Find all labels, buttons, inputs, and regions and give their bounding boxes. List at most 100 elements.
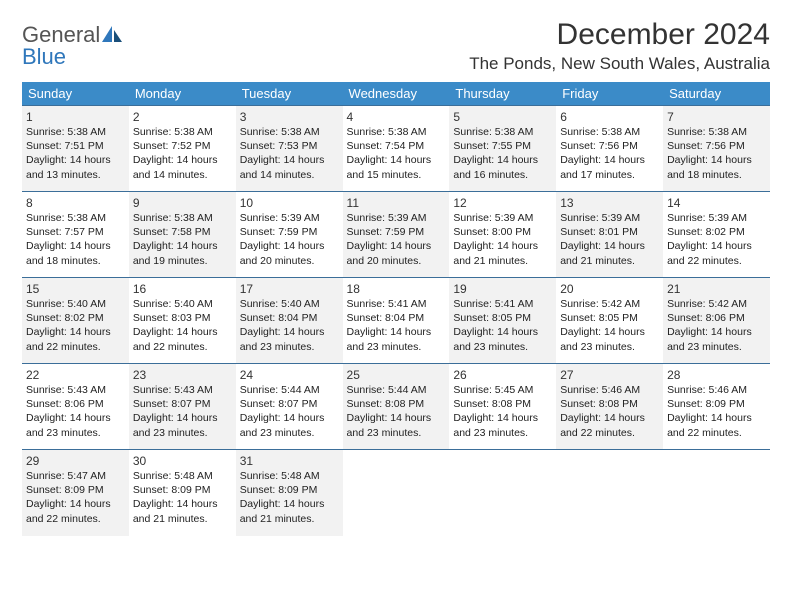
calendar-cell: 26Sunrise: 5:45 AMSunset: 8:08 PMDayligh…: [449, 364, 556, 450]
weekday-header: Monday: [129, 82, 236, 106]
day-number: 4: [347, 108, 446, 125]
weekday-header-row: Sunday Monday Tuesday Wednesday Thursday…: [22, 82, 770, 106]
day-info: Sunrise: 5:38 AMSunset: 7:56 PMDaylight:…: [667, 125, 766, 182]
day-info: Sunrise: 5:42 AMSunset: 8:05 PMDaylight:…: [560, 297, 659, 354]
day-info: Sunrise: 5:38 AMSunset: 7:57 PMDaylight:…: [26, 211, 125, 268]
day-info: Sunrise: 5:46 AMSunset: 8:09 PMDaylight:…: [667, 383, 766, 440]
calendar-cell: 9Sunrise: 5:38 AMSunset: 7:58 PMDaylight…: [129, 192, 236, 278]
weekday-header: Saturday: [663, 82, 770, 106]
day-number: 6: [560, 108, 659, 125]
logo-word-2: Blue: [22, 44, 66, 69]
weekday-header: Tuesday: [236, 82, 343, 106]
calendar-cell: 5Sunrise: 5:38 AMSunset: 7:55 PMDaylight…: [449, 106, 556, 192]
day-number: 25: [347, 366, 446, 383]
month-title: December 2024: [469, 18, 770, 52]
location-subtitle: The Ponds, New South Wales, Australia: [469, 54, 770, 74]
day-number: 27: [560, 366, 659, 383]
calendar-cell: 10Sunrise: 5:39 AMSunset: 7:59 PMDayligh…: [236, 192, 343, 278]
calendar-cell: 23Sunrise: 5:43 AMSunset: 8:07 PMDayligh…: [129, 364, 236, 450]
calendar-cell: 22Sunrise: 5:43 AMSunset: 8:06 PMDayligh…: [22, 364, 129, 450]
day-info: Sunrise: 5:48 AMSunset: 8:09 PMDaylight:…: [240, 469, 339, 526]
calendar-row: 8Sunrise: 5:38 AMSunset: 7:57 PMDaylight…: [22, 192, 770, 278]
calendar-cell: 1Sunrise: 5:38 AMSunset: 7:51 PMDaylight…: [22, 106, 129, 192]
calendar-cell: 2Sunrise: 5:38 AMSunset: 7:52 PMDaylight…: [129, 106, 236, 192]
calendar-cell: 30Sunrise: 5:48 AMSunset: 8:09 PMDayligh…: [129, 450, 236, 536]
day-info: Sunrise: 5:41 AMSunset: 8:04 PMDaylight:…: [347, 297, 446, 354]
day-number: 8: [26, 194, 125, 211]
day-info: Sunrise: 5:46 AMSunset: 8:08 PMDaylight:…: [560, 383, 659, 440]
calendar-cell: 3Sunrise: 5:38 AMSunset: 7:53 PMDaylight…: [236, 106, 343, 192]
day-number: 26: [453, 366, 552, 383]
day-number: 21: [667, 280, 766, 297]
day-number: 11: [347, 194, 446, 211]
day-number: 22: [26, 366, 125, 383]
day-info: Sunrise: 5:44 AMSunset: 8:07 PMDaylight:…: [240, 383, 339, 440]
day-info: Sunrise: 5:39 AMSunset: 8:01 PMDaylight:…: [560, 211, 659, 268]
day-number: 19: [453, 280, 552, 297]
calendar-cell: 14Sunrise: 5:39 AMSunset: 8:02 PMDayligh…: [663, 192, 770, 278]
calendar-page: General Blue December 2024 The Ponds, Ne…: [0, 0, 792, 536]
calendar-cell: 28Sunrise: 5:46 AMSunset: 8:09 PMDayligh…: [663, 364, 770, 450]
day-number: 29: [26, 452, 125, 469]
day-number: 30: [133, 452, 232, 469]
day-info: Sunrise: 5:44 AMSunset: 8:08 PMDaylight:…: [347, 383, 446, 440]
day-info: Sunrise: 5:47 AMSunset: 8:09 PMDaylight:…: [26, 469, 125, 526]
weekday-header: Wednesday: [343, 82, 450, 106]
weekday-header: Friday: [556, 82, 663, 106]
day-number: 15: [26, 280, 125, 297]
day-number: 24: [240, 366, 339, 383]
day-number: 17: [240, 280, 339, 297]
day-number: 23: [133, 366, 232, 383]
logo: General Blue: [22, 24, 124, 68]
day-number: 5: [453, 108, 552, 125]
calendar-cell: 24Sunrise: 5:44 AMSunset: 8:07 PMDayligh…: [236, 364, 343, 450]
calendar-cell: 13Sunrise: 5:39 AMSunset: 8:01 PMDayligh…: [556, 192, 663, 278]
day-number: 7: [667, 108, 766, 125]
calendar-cell: 18Sunrise: 5:41 AMSunset: 8:04 PMDayligh…: [343, 278, 450, 364]
weekday-header: Sunday: [22, 82, 129, 106]
calendar-cell: 8Sunrise: 5:38 AMSunset: 7:57 PMDaylight…: [22, 192, 129, 278]
day-number: 18: [347, 280, 446, 297]
day-info: Sunrise: 5:40 AMSunset: 8:04 PMDaylight:…: [240, 297, 339, 354]
day-info: Sunrise: 5:40 AMSunset: 8:03 PMDaylight:…: [133, 297, 232, 354]
header: General Blue December 2024 The Ponds, Ne…: [22, 18, 770, 74]
day-number: 16: [133, 280, 232, 297]
logo-text: General Blue: [22, 24, 124, 68]
day-number: 12: [453, 194, 552, 211]
weekday-header: Thursday: [449, 82, 556, 106]
calendar-cell: 11Sunrise: 5:39 AMSunset: 7:59 PMDayligh…: [343, 192, 450, 278]
calendar-body: 1Sunrise: 5:38 AMSunset: 7:51 PMDaylight…: [22, 106, 770, 536]
calendar-cell: 16Sunrise: 5:40 AMSunset: 8:03 PMDayligh…: [129, 278, 236, 364]
day-info: Sunrise: 5:38 AMSunset: 7:51 PMDaylight:…: [26, 125, 125, 182]
calendar-cell: [556, 450, 663, 536]
calendar-cell: 27Sunrise: 5:46 AMSunset: 8:08 PMDayligh…: [556, 364, 663, 450]
calendar-row: 29Sunrise: 5:47 AMSunset: 8:09 PMDayligh…: [22, 450, 770, 536]
day-info: Sunrise: 5:48 AMSunset: 8:09 PMDaylight:…: [133, 469, 232, 526]
day-info: Sunrise: 5:43 AMSunset: 8:06 PMDaylight:…: [26, 383, 125, 440]
day-info: Sunrise: 5:43 AMSunset: 8:07 PMDaylight:…: [133, 383, 232, 440]
day-number: 31: [240, 452, 339, 469]
calendar-cell: [663, 450, 770, 536]
calendar-cell: 12Sunrise: 5:39 AMSunset: 8:00 PMDayligh…: [449, 192, 556, 278]
calendar-row: 22Sunrise: 5:43 AMSunset: 8:06 PMDayligh…: [22, 364, 770, 450]
calendar-table: Sunday Monday Tuesday Wednesday Thursday…: [22, 82, 770, 536]
day-info: Sunrise: 5:40 AMSunset: 8:02 PMDaylight:…: [26, 297, 125, 354]
calendar-row: 15Sunrise: 5:40 AMSunset: 8:02 PMDayligh…: [22, 278, 770, 364]
calendar-cell: 15Sunrise: 5:40 AMSunset: 8:02 PMDayligh…: [22, 278, 129, 364]
logo-sail-icon: [102, 26, 124, 42]
calendar-cell: 6Sunrise: 5:38 AMSunset: 7:56 PMDaylight…: [556, 106, 663, 192]
calendar-cell: 17Sunrise: 5:40 AMSunset: 8:04 PMDayligh…: [236, 278, 343, 364]
calendar-cell: 29Sunrise: 5:47 AMSunset: 8:09 PMDayligh…: [22, 450, 129, 536]
day-info: Sunrise: 5:39 AMSunset: 8:00 PMDaylight:…: [453, 211, 552, 268]
day-info: Sunrise: 5:38 AMSunset: 7:53 PMDaylight:…: [240, 125, 339, 182]
day-number: 10: [240, 194, 339, 211]
day-info: Sunrise: 5:38 AMSunset: 7:54 PMDaylight:…: [347, 125, 446, 182]
day-number: 1: [26, 108, 125, 125]
day-info: Sunrise: 5:41 AMSunset: 8:05 PMDaylight:…: [453, 297, 552, 354]
calendar-cell: 19Sunrise: 5:41 AMSunset: 8:05 PMDayligh…: [449, 278, 556, 364]
day-info: Sunrise: 5:39 AMSunset: 8:02 PMDaylight:…: [667, 211, 766, 268]
calendar-cell: 21Sunrise: 5:42 AMSunset: 8:06 PMDayligh…: [663, 278, 770, 364]
day-number: 14: [667, 194, 766, 211]
calendar-row: 1Sunrise: 5:38 AMSunset: 7:51 PMDaylight…: [22, 106, 770, 192]
calendar-cell: 20Sunrise: 5:42 AMSunset: 8:05 PMDayligh…: [556, 278, 663, 364]
